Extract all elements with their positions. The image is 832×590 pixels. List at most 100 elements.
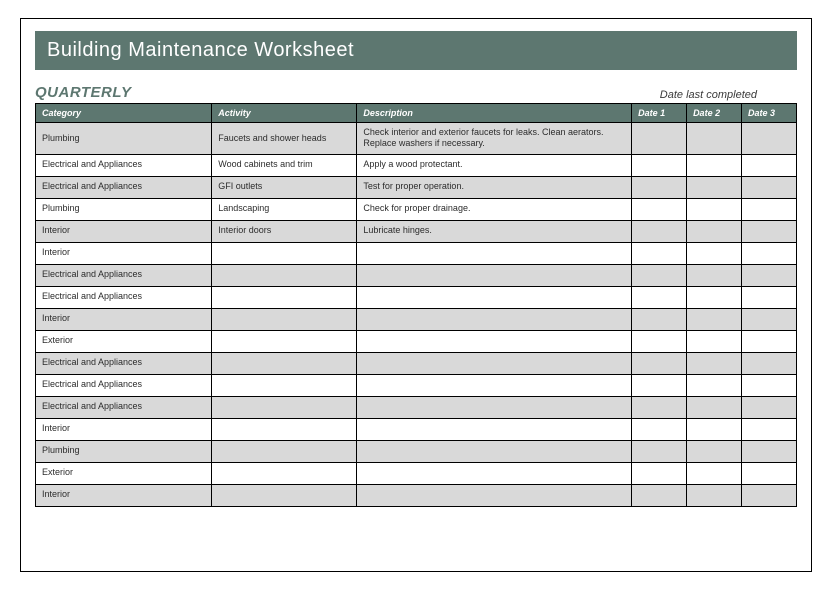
cell-activity: Interior doors xyxy=(212,220,357,242)
cell-description xyxy=(357,264,632,286)
cell-date2[interactable] xyxy=(687,123,742,155)
cell-date1[interactable] xyxy=(632,330,687,352)
table-row: Electrical and Appliances xyxy=(36,352,797,374)
cell-activity: GFI outlets xyxy=(212,176,357,198)
date-last-completed-label: Date last completed xyxy=(660,89,797,101)
cell-date2[interactable] xyxy=(687,242,742,264)
cell-date2[interactable] xyxy=(687,462,742,484)
cell-category: Electrical and Appliances xyxy=(36,154,212,176)
table-row: Interior xyxy=(36,242,797,264)
cell-date3[interactable] xyxy=(742,308,797,330)
cell-date3[interactable] xyxy=(742,176,797,198)
cell-date1[interactable] xyxy=(632,440,687,462)
cell-category: Electrical and Appliances xyxy=(36,176,212,198)
table-row: Exterior xyxy=(36,330,797,352)
cell-date3[interactable] xyxy=(742,352,797,374)
col-header-date1: Date 1 xyxy=(632,104,687,123)
cell-description xyxy=(357,440,632,462)
cell-date1[interactable] xyxy=(632,154,687,176)
cell-description xyxy=(357,242,632,264)
cell-category: Electrical and Appliances xyxy=(36,374,212,396)
cell-category: Plumbing xyxy=(36,198,212,220)
col-header-date3: Date 3 xyxy=(742,104,797,123)
cell-date1[interactable] xyxy=(632,286,687,308)
cell-activity xyxy=(212,396,357,418)
cell-date3[interactable] xyxy=(742,264,797,286)
cell-date2[interactable] xyxy=(687,374,742,396)
col-header-date2: Date 2 xyxy=(687,104,742,123)
cell-date3[interactable] xyxy=(742,198,797,220)
cell-date3[interactable] xyxy=(742,220,797,242)
cell-date2[interactable] xyxy=(687,308,742,330)
subheader-row: QUARTERLY Date last completed xyxy=(35,84,797,101)
cell-activity xyxy=(212,242,357,264)
cell-date3[interactable] xyxy=(742,123,797,155)
cell-category: Interior xyxy=(36,418,212,440)
cell-date2[interactable] xyxy=(687,330,742,352)
cell-date2[interactable] xyxy=(687,484,742,506)
cell-date3[interactable] xyxy=(742,286,797,308)
col-header-description: Description xyxy=(357,104,632,123)
cell-date2[interactable] xyxy=(687,418,742,440)
table-row: Electrical and Appliances xyxy=(36,396,797,418)
table-row: PlumbingFaucets and shower headsCheck in… xyxy=(36,123,797,155)
table-row: Interior xyxy=(36,308,797,330)
cell-category: Electrical and Appliances xyxy=(36,286,212,308)
cell-activity xyxy=(212,264,357,286)
worksheet-frame: Building Maintenance Worksheet QUARTERLY… xyxy=(20,18,812,572)
cell-description xyxy=(357,374,632,396)
cell-date2[interactable] xyxy=(687,154,742,176)
table-row: Interior xyxy=(36,484,797,506)
cell-date1[interactable] xyxy=(632,242,687,264)
table-row: Interior xyxy=(36,418,797,440)
table-row: PlumbingLandscapingCheck for proper drai… xyxy=(36,198,797,220)
cell-date3[interactable] xyxy=(742,242,797,264)
cell-description xyxy=(357,308,632,330)
cell-date3[interactable] xyxy=(742,418,797,440)
cell-date2[interactable] xyxy=(687,198,742,220)
cell-date2[interactable] xyxy=(687,440,742,462)
cell-category: Exterior xyxy=(36,462,212,484)
cell-category: Interior xyxy=(36,484,212,506)
table-row: Electrical and Appliances xyxy=(36,286,797,308)
cell-date3[interactable] xyxy=(742,374,797,396)
cell-activity xyxy=(212,330,357,352)
cell-date3[interactable] xyxy=(742,484,797,506)
cell-date3[interactable] xyxy=(742,330,797,352)
table-row: Electrical and AppliancesGFI outletsTest… xyxy=(36,176,797,198)
cell-category: Interior xyxy=(36,242,212,264)
cell-activity: Faucets and shower heads xyxy=(212,123,357,155)
cell-description xyxy=(357,286,632,308)
cell-date3[interactable] xyxy=(742,396,797,418)
cell-date1[interactable] xyxy=(632,264,687,286)
cell-date1[interactable] xyxy=(632,123,687,155)
cell-date3[interactable] xyxy=(742,154,797,176)
cell-date1[interactable] xyxy=(632,374,687,396)
cell-date1[interactable] xyxy=(632,308,687,330)
cell-date1[interactable] xyxy=(632,176,687,198)
cell-activity xyxy=(212,352,357,374)
cell-date3[interactable] xyxy=(742,462,797,484)
cell-description: Test for proper operation. xyxy=(357,176,632,198)
cell-date2[interactable] xyxy=(687,220,742,242)
table-row: InteriorInterior doorsLubricate hinges. xyxy=(36,220,797,242)
cell-date1[interactable] xyxy=(632,484,687,506)
cell-date2[interactable] xyxy=(687,396,742,418)
cell-date2[interactable] xyxy=(687,352,742,374)
cell-activity: Wood cabinets and trim xyxy=(212,154,357,176)
cell-date1[interactable] xyxy=(632,462,687,484)
cell-date3[interactable] xyxy=(742,440,797,462)
cell-date1[interactable] xyxy=(632,396,687,418)
cell-date1[interactable] xyxy=(632,352,687,374)
cell-description xyxy=(357,418,632,440)
cell-date1[interactable] xyxy=(632,418,687,440)
cell-date2[interactable] xyxy=(687,176,742,198)
cell-date2[interactable] xyxy=(687,264,742,286)
table-row: Plumbing xyxy=(36,440,797,462)
cell-date1[interactable] xyxy=(632,198,687,220)
cell-date2[interactable] xyxy=(687,286,742,308)
cell-category: Electrical and Appliances xyxy=(36,352,212,374)
maintenance-table: Category Activity Description Date 1 Dat… xyxy=(35,103,797,507)
table-header-row: Category Activity Description Date 1 Dat… xyxy=(36,104,797,123)
cell-date1[interactable] xyxy=(632,220,687,242)
